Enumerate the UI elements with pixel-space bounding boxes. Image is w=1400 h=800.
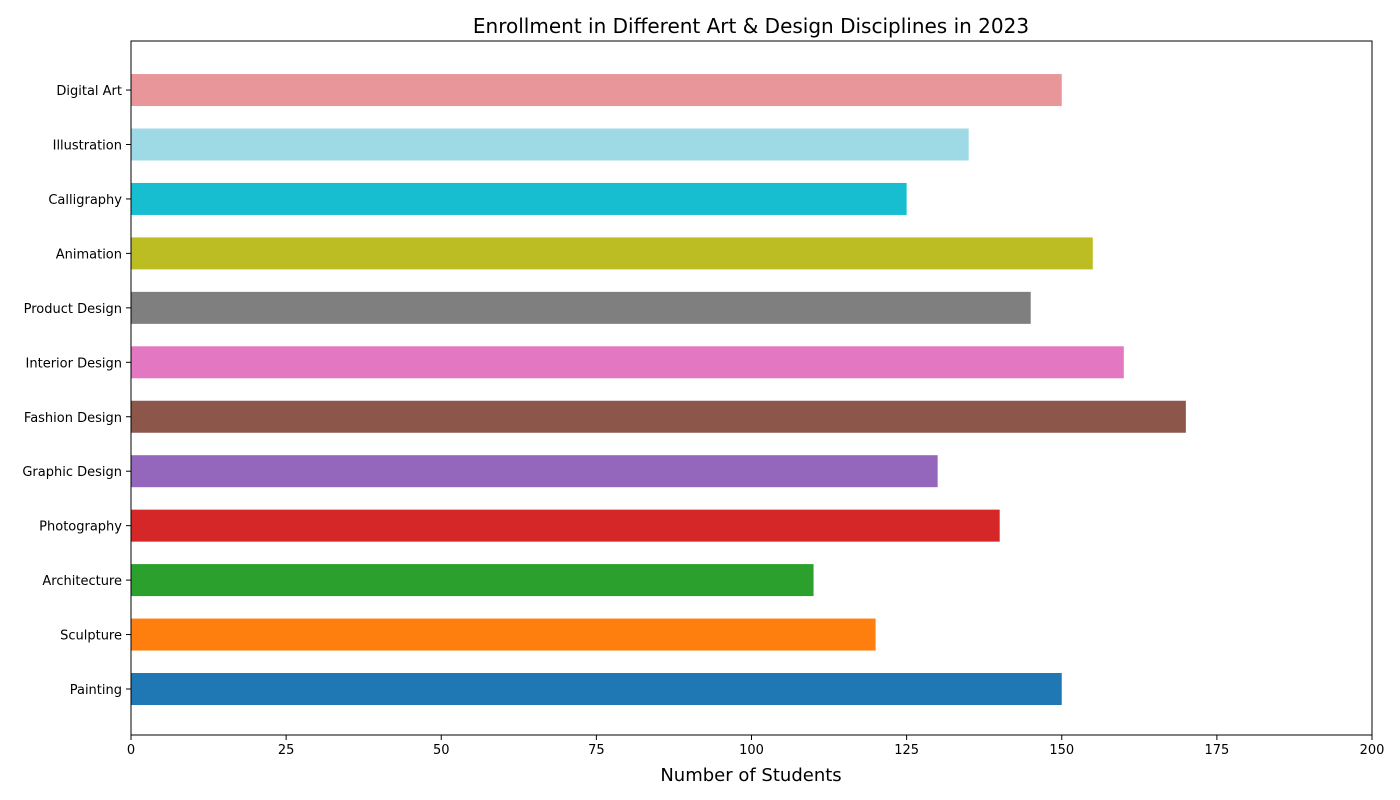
bars-group — [131, 74, 1186, 705]
x-axis-label: Number of Students — [660, 765, 841, 786]
x-tick-label: 50 — [433, 743, 450, 758]
x-tick-label: 175 — [1204, 743, 1229, 758]
bar-graphic-design — [131, 455, 938, 488]
x-tick-label: 200 — [1360, 743, 1385, 758]
bar-product-design — [131, 291, 1031, 324]
y-tick-label: Architecture — [42, 574, 122, 589]
y-axis-ticks: Painting Sculpture Architecture Photography… — [22, 84, 131, 698]
bar-animation — [131, 237, 1093, 270]
y-tick-label: Sculpture — [60, 629, 122, 644]
y-tick-label: Illustration — [53, 139, 122, 154]
y-tick-label: Painting — [70, 683, 122, 698]
bar-interior-design — [131, 346, 1124, 379]
x-tick-label: 100 — [739, 743, 764, 758]
x-tick-label: 125 — [894, 743, 919, 758]
y-tick-label: Calligraphy — [48, 193, 122, 208]
plot-frame — [130, 40, 1373, 736]
bar-illustration — [131, 128, 969, 161]
y-tick-label: Digital Art — [56, 84, 122, 99]
bar-calligraphy — [131, 182, 907, 215]
x-tick-label: 25 — [278, 743, 295, 758]
y-tick-label: Fashion Design — [24, 411, 122, 426]
y-tick-label: Animation — [56, 247, 122, 262]
y-tick-label: Product Design — [24, 302, 122, 317]
bar-digital-art — [131, 74, 1062, 107]
x-tick-label: 150 — [1049, 743, 1074, 758]
bar-sculpture — [131, 618, 876, 651]
x-axis-ticks: 0 25 50 75 100 125 150 175 200 — [127, 735, 1385, 758]
bar-fashion-design — [131, 400, 1186, 433]
x-tick-label: 0 — [127, 743, 135, 758]
chart-title: Enrollment in Different Art & Design Dis… — [473, 14, 1029, 38]
y-tick-label: Interior Design — [26, 356, 122, 371]
x-tick-label: 75 — [588, 743, 605, 758]
bar-architecture — [131, 564, 814, 597]
y-tick-label: Photography — [39, 520, 122, 535]
y-tick-label: Graphic Design — [22, 465, 122, 480]
bar-photography — [131, 509, 1000, 542]
bar-painting — [131, 673, 1062, 705]
